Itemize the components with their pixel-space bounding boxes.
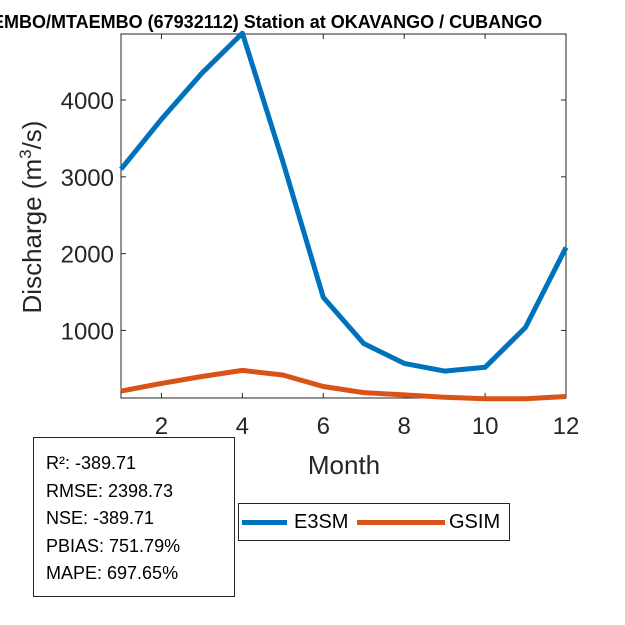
legend-label-e3sm: E3SM [294,511,349,533]
legend-swatch-e3sm [242,520,287,525]
legend-swatch-gsim [357,520,445,525]
y-tick-label: 2000 [61,242,114,269]
y-tick-label: 3000 [61,165,114,192]
series-line-e3sm [119,30,569,374]
x-tick-label: 6 [317,413,330,440]
x-tick-label: 8 [398,413,411,440]
y-tick-label: 4000 [61,88,114,115]
plot-area: 2 4 6 8 10 12 1000 2000 3000 4000 [61,30,580,440]
x-tick-label: 12 [553,413,580,440]
stat-mape: MAPE: 697.65% [46,563,179,583]
stat-rmse: RMSE: 2398.73 [46,480,174,501]
y-axis-label: Discharge (m3/s) [16,121,47,314]
chart-title: EMBO/MTAEMBO (67932112) Station at OKAVA… [0,12,542,32]
x-tick-label: 2 [155,413,168,440]
x-tick-label: 4 [236,413,249,440]
axes-box [120,33,567,399]
y-axis-label-main: Discharge (m [17,159,47,314]
series-line-gsim [120,367,567,402]
y-axis-label-end: /s) [17,121,47,150]
stat-pbias: PBIAS: 751.79% [46,535,181,556]
stats-box: R²: -389.71 RMSE: 2398.73 NSE: -389.71 P… [33,437,235,597]
x-tick-label: 10 [472,413,499,440]
legend-label-gsim: GSIM [449,511,501,533]
x-axis-label: Month [308,450,380,480]
y-axis-label-sup: 3 [16,149,35,158]
legend: E3SM GSIM [238,503,510,541]
stat-nse: NSE: -389.71 [46,508,155,528]
y-tick-label: 1000 [61,318,114,345]
stat-r2: R²: -389.71 [46,453,137,473]
